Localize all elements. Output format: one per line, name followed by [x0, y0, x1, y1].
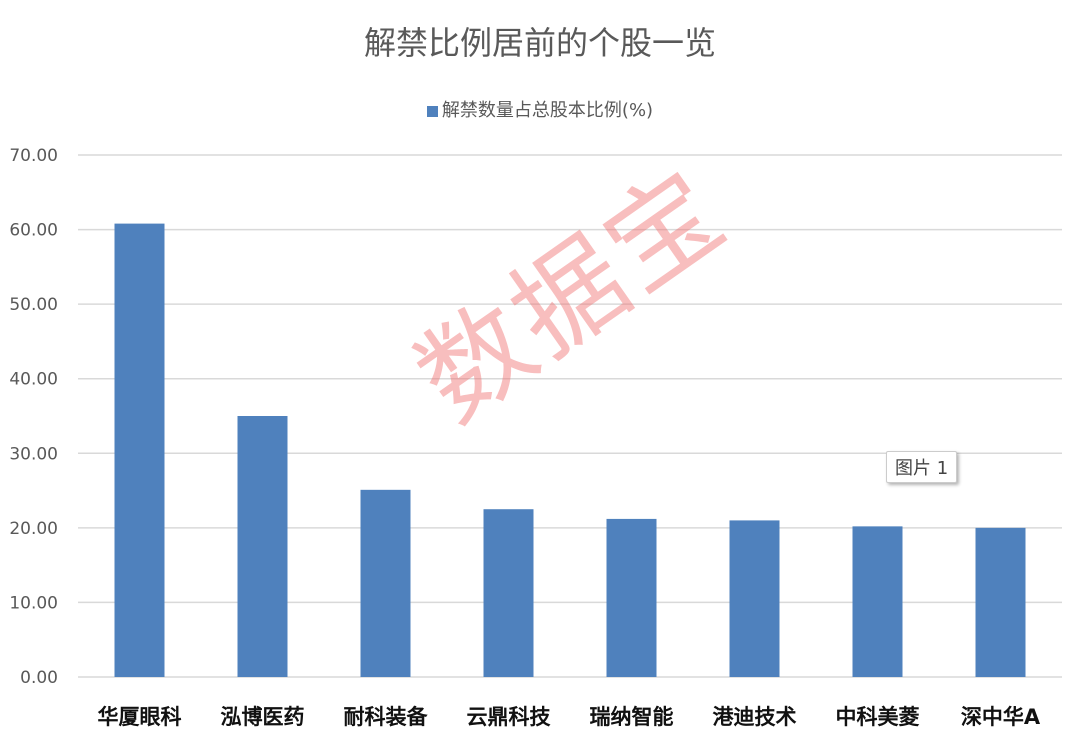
legend: 解禁数量占总股本比例(%) — [0, 96, 1080, 122]
x-tick-label: 港迪技术 — [713, 705, 797, 729]
bar — [114, 223, 165, 677]
bar — [606, 518, 657, 677]
x-tick-label: 泓博医药 — [221, 705, 305, 729]
y-tick-label: 0.00 — [20, 668, 58, 688]
y-tick-label: 10.00 — [9, 593, 58, 613]
bar — [852, 526, 903, 677]
y-tick-label: 60.00 — [9, 221, 58, 241]
y-tick-label: 50.00 — [9, 295, 58, 315]
legend-swatch — [426, 105, 438, 117]
bar — [237, 416, 288, 677]
x-tick-label: 耐科装备 — [344, 705, 429, 729]
x-tick-label: 瑞纳智能 — [590, 705, 674, 729]
bar — [483, 509, 534, 677]
y-tick-label: 40.00 — [9, 370, 58, 390]
bar — [975, 527, 1026, 677]
y-tick-label: 20.00 — [9, 519, 58, 539]
legend-label: 解禁数量占总股本比例(%) — [441, 100, 654, 121]
image-tooltip: 图片 1 — [886, 451, 958, 483]
x-tick-label: 深中华A — [961, 705, 1041, 729]
x-tick-label: 华厦眼科 — [98, 705, 182, 729]
chart-title: 解禁比例居前的个股一览 — [363, 24, 716, 62]
x-tick-label: 云鼎科技 — [467, 705, 552, 729]
x-tick-label: 中科美菱 — [836, 705, 920, 729]
bar — [729, 520, 780, 677]
y-tick-label: 30.00 — [9, 444, 58, 464]
bar — [360, 489, 411, 677]
y-tick-label: 70.00 — [9, 146, 58, 166]
